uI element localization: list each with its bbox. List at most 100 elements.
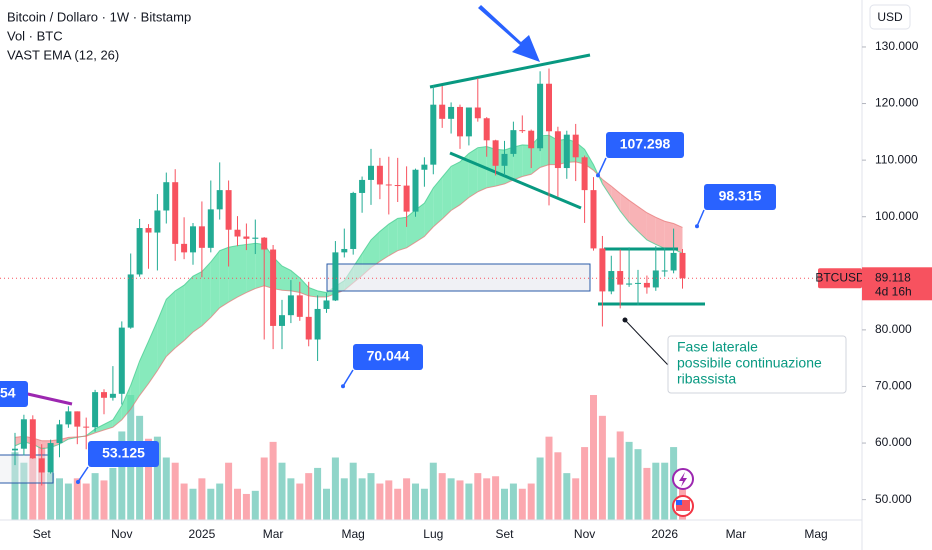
candle-body [385, 184, 392, 186]
volume-bar [652, 462, 660, 520]
x-tick-label: Mar [726, 527, 747, 541]
candle-body [20, 419, 27, 449]
volume-bar [385, 480, 393, 520]
volume-bar [82, 483, 90, 520]
candle-body [421, 164, 428, 170]
volume-bar [109, 467, 117, 520]
ema-band [406, 209, 416, 248]
candle-body [474, 107, 481, 119]
candle-body [83, 426, 90, 428]
ema-band [415, 203, 425, 243]
x-tick-label: Mag [342, 527, 365, 541]
volume-bar [118, 431, 126, 520]
note-line: Fase laterale [677, 339, 758, 355]
candle-body [181, 243, 188, 253]
candle-body [287, 295, 294, 316]
candle-body [207, 209, 214, 248]
volume-bar [572, 478, 580, 520]
symbol-tag [818, 268, 862, 289]
candle-body [163, 182, 170, 211]
candle-body [439, 104, 446, 119]
note-line: possibile continuazione [677, 355, 822, 371]
candle-body [136, 228, 143, 275]
candle-body [403, 185, 410, 212]
candle-body [501, 153, 508, 166]
ema-band [201, 261, 211, 326]
ema-band [299, 277, 309, 296]
ema-band [282, 265, 291, 291]
ema-band [130, 361, 140, 410]
volume-bar [305, 473, 313, 520]
callout-label: 54 [0, 385, 16, 401]
y-tick-label: 80.000 [875, 322, 912, 336]
candle-body [101, 392, 107, 398]
volume-bar [581, 447, 589, 520]
note-line: ribassista [677, 371, 736, 387]
callout-pointer [696, 209, 705, 227]
candle-body [590, 190, 597, 249]
candle-body [608, 271, 615, 292]
note-pointer [624, 319, 669, 366]
candle-body [430, 104, 437, 165]
candle-body [332, 252, 339, 301]
volume-bar [563, 473, 571, 520]
ema-band [664, 221, 674, 249]
candle-body [323, 300, 330, 309]
candle-body [12, 448, 18, 451]
volume-bar [483, 478, 491, 520]
candle-body [537, 83, 544, 149]
candle-body [368, 165, 374, 180]
candle-body [127, 274, 134, 328]
volume-bar [56, 478, 63, 520]
candle-body [661, 270, 668, 272]
callout-anchor [596, 173, 600, 178]
flag-glyph [676, 500, 682, 505]
candle-body [190, 226, 196, 253]
chart-title: Bitcoin / Dollaro · 1W · Bitstamp [7, 9, 191, 24]
candle-body [270, 249, 277, 326]
volume-bar [501, 488, 508, 520]
candle-body [29, 419, 36, 459]
callout-pointer [342, 369, 354, 387]
ema-band [210, 250, 220, 318]
callout-label: 53.125 [102, 445, 145, 461]
y-tick-label: 60.000 [875, 435, 912, 449]
volume-bar [661, 462, 669, 520]
volume-bar [234, 488, 241, 520]
overlay-layer: Fase laterale possibile continuazione ri… [0, 9, 862, 517]
candle-body [412, 169, 419, 212]
volume-bar [616, 431, 624, 520]
ema-band [460, 153, 469, 205]
candle-body [261, 237, 268, 250]
indicator-label: Vol · BTC [7, 28, 63, 43]
x-tick-label: Mar [263, 527, 284, 541]
volume-bar [420, 488, 428, 520]
ema-band [611, 186, 621, 212]
volume-bar [447, 478, 455, 520]
flag-glyph [676, 500, 690, 511]
callout-label: 70.044 [367, 348, 410, 364]
candle-body [341, 248, 348, 253]
candle-body [448, 106, 455, 119]
x-tick-label: Nov [111, 527, 132, 541]
candle-body [154, 210, 161, 233]
candles-layer [12, 68, 686, 486]
callout-anchor [76, 479, 80, 484]
callout-box [353, 344, 423, 370]
volume-bar [643, 467, 651, 520]
currency-button[interactable] [869, 4, 911, 30]
ema-band [442, 166, 452, 219]
x-tick-label: Nov [574, 527, 595, 541]
candle-body [492, 140, 499, 166]
volume-bar [527, 483, 535, 520]
volume-bar [47, 473, 55, 520]
candle-body [56, 424, 63, 444]
candle-body [234, 229, 241, 237]
volume-bar [403, 478, 411, 520]
candle-body [510, 130, 517, 154]
currency-label: USD [877, 10, 903, 24]
volume-bar [607, 457, 615, 520]
range-box-left [0, 454, 54, 484]
y-tick-label: 50.000 [875, 492, 912, 506]
